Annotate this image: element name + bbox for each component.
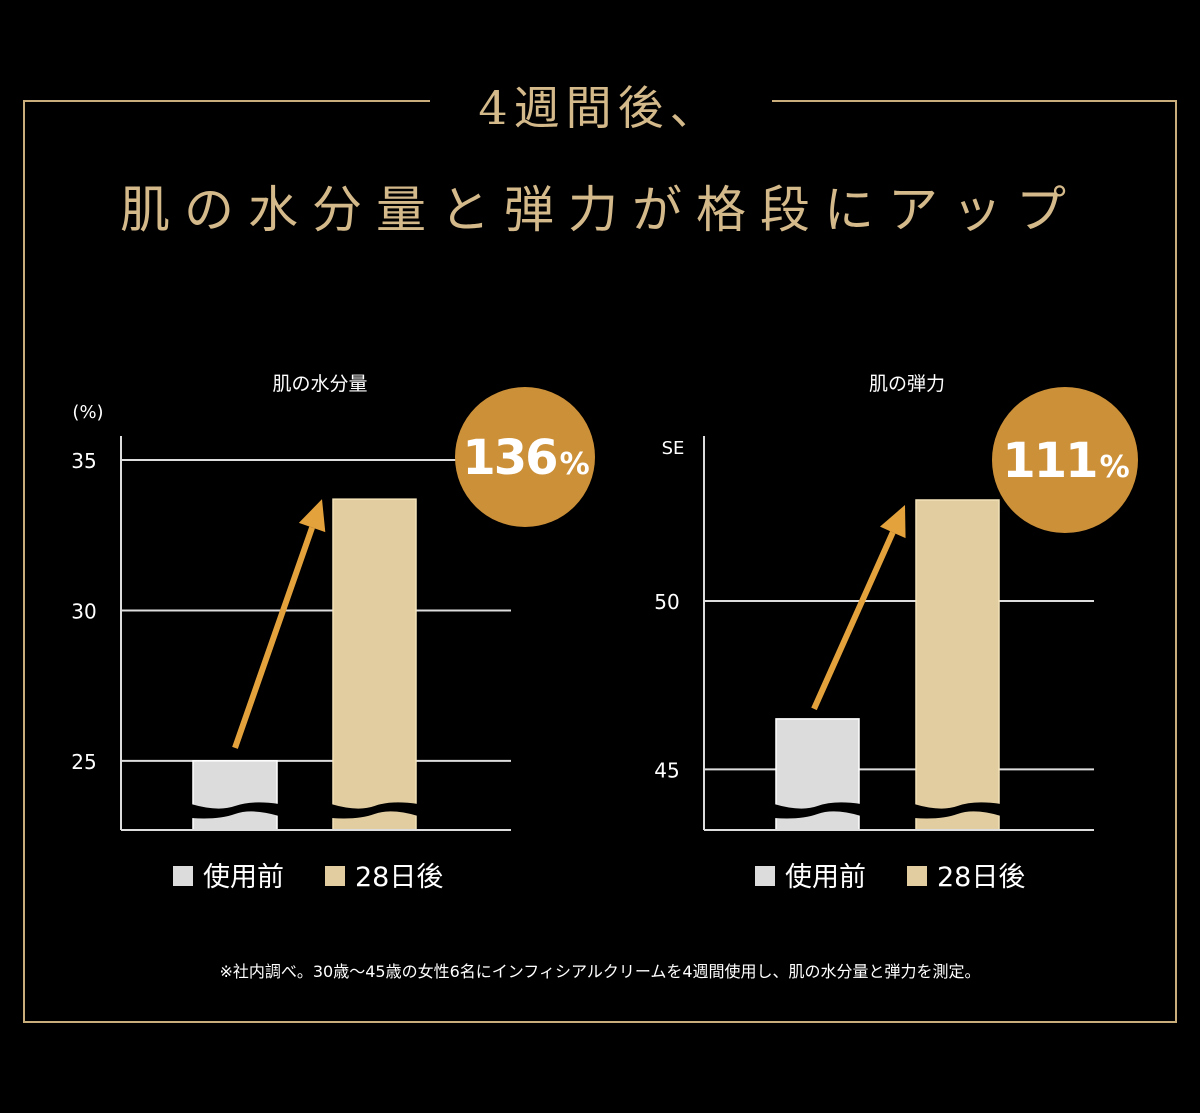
chart-title: 肌の水分量 bbox=[272, 373, 367, 395]
axis-break-mark bbox=[191, 802, 279, 819]
arrow-head bbox=[298, 499, 326, 533]
percent-badge bbox=[455, 387, 595, 527]
chart-0: 肌の水分量 (%) 25 30 35 136 % 使用前 28日後 bbox=[71, 373, 595, 893]
legend-swatch bbox=[755, 866, 775, 886]
bar-before bbox=[192, 760, 278, 831]
y-tick-label: 50 bbox=[654, 590, 679, 614]
y-tick-label: 30 bbox=[71, 599, 96, 623]
legend-swatch bbox=[907, 866, 927, 886]
y-tick-label: 25 bbox=[71, 750, 96, 774]
heading-line-1: 4週間後、 bbox=[0, 72, 1200, 138]
arrow-head bbox=[879, 504, 906, 539]
heading-line-2: 肌の水分量と弾力が格段にアップ bbox=[120, 181, 1080, 239]
y-axis-unit-label: (%) bbox=[72, 402, 103, 423]
bar-after bbox=[915, 499, 1000, 831]
y-tick-label: 35 bbox=[71, 449, 96, 473]
legend-label: 使用前 bbox=[203, 862, 284, 893]
axis-break-mark bbox=[914, 802, 1001, 819]
axis-break-mark bbox=[331, 802, 418, 819]
y-axis-unit-label: SE bbox=[662, 438, 685, 459]
chart-title: 肌の弾力 bbox=[869, 373, 945, 395]
percent-badge bbox=[992, 387, 1138, 533]
legend-swatch bbox=[325, 866, 345, 886]
percent-badge-text: 136% bbox=[462, 430, 589, 486]
legend-label: 28日後 bbox=[355, 862, 443, 893]
heading-line-1-text: 4週間後、 bbox=[460, 81, 740, 135]
y-tick-label: 45 bbox=[654, 758, 679, 782]
legend-label: 使用前 bbox=[785, 862, 866, 893]
increase-arrow bbox=[811, 531, 896, 711]
bar-after bbox=[332, 498, 417, 831]
footnote: ※社内調べ。30歳〜45歳の女性6名にインフィシアルクリームを4週間使用し、肌の… bbox=[219, 962, 981, 981]
axis-break-mark bbox=[774, 802, 861, 819]
legend-label: 28日後 bbox=[937, 862, 1025, 893]
increase-arrow bbox=[232, 526, 315, 749]
legend-swatch bbox=[173, 866, 193, 886]
